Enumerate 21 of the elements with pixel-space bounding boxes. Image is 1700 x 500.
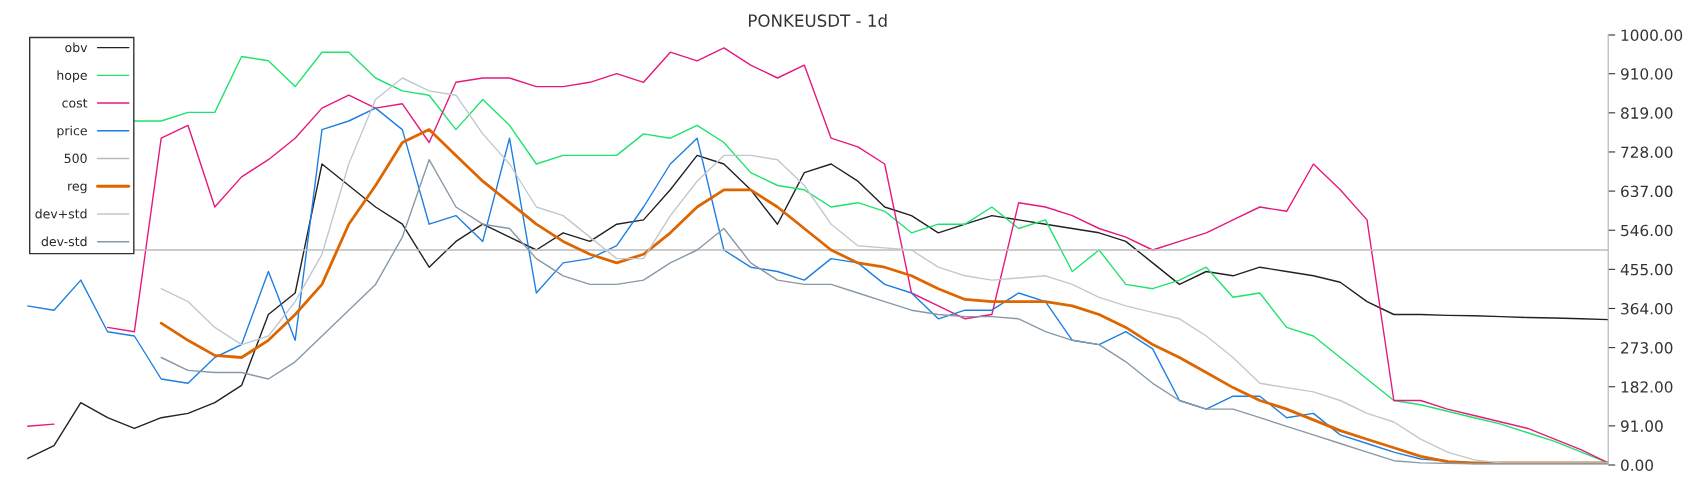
y-tick-label: 0.00: [1621, 459, 1654, 472]
legend-label: cost: [62, 98, 88, 108]
y-tick-label: 364.00: [1621, 302, 1673, 315]
y-tick-label: 819.00: [1621, 107, 1673, 119]
y-tick-label: 273.00: [1621, 342, 1673, 354]
y-tick-label: 91.00: [1620, 420, 1663, 432]
y-tick-label: 1000.00: [1621, 29, 1683, 42]
y-tick-label: 910.00: [1620, 68, 1673, 80]
legend-label: dev-std: [41, 236, 87, 247]
legend-label: obv: [65, 42, 88, 53]
legend-label: price: [57, 125, 87, 138]
y-tick-label: 455.00: [1620, 263, 1673, 276]
y-tick-label: 637.00: [1621, 185, 1673, 198]
y-tick-label: 728.00: [1621, 146, 1673, 158]
legend-label: dev+std: [35, 208, 87, 219]
y-tick-label: 182.00: [1621, 381, 1673, 393]
y-tick-label: 546.00: [1621, 224, 1673, 237]
chart-title: PONKEUSDT - 1d: [748, 14, 887, 27]
legend-label: 500: [64, 153, 87, 164]
legend-label: reg: [68, 183, 87, 194]
legend-label: hope: [57, 70, 87, 83]
